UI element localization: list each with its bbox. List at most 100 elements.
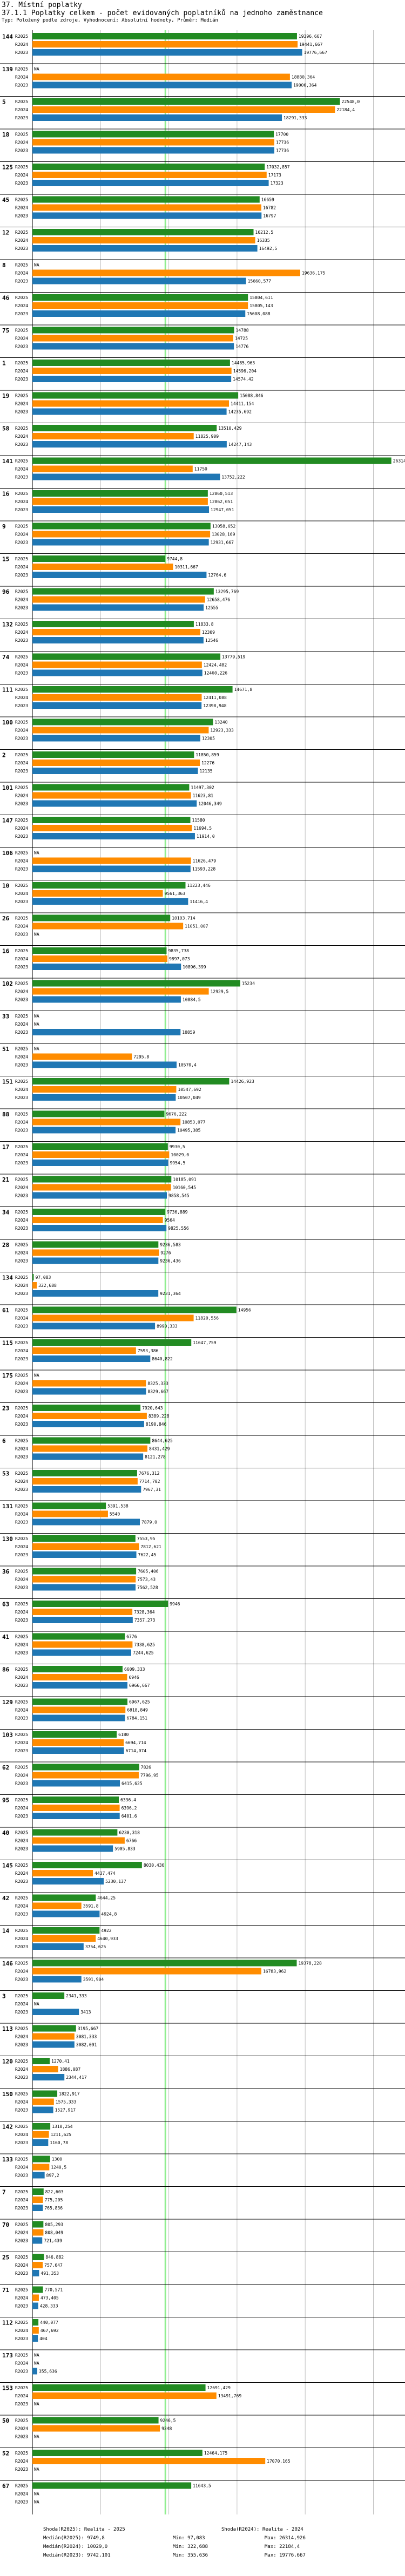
value-label: 17736 — [276, 140, 289, 145]
group-label: 19 — [2, 392, 9, 399]
bar-r2023 — [32, 604, 204, 611]
series-label: R2024 — [15, 2328, 28, 2333]
group-label: 144 — [2, 33, 13, 40]
bar-r2023 — [32, 1355, 151, 1362]
bar-r2023 — [32, 2368, 37, 2375]
series-label: R2024 — [15, 2100, 28, 2105]
value-label: 404 — [39, 2336, 48, 2341]
bar-r2025 — [32, 457, 392, 464]
group-label: 71 — [2, 2287, 10, 2294]
bar-r2025 — [32, 2319, 39, 2326]
value-label: 17700 — [275, 132, 288, 137]
group-label: 145 — [2, 1862, 13, 1869]
series-label: R2025 — [15, 948, 28, 953]
series-label: R2023 — [15, 2010, 28, 2015]
bar-r2023 — [32, 310, 246, 317]
bar-r2025 — [32, 1470, 137, 1476]
value-label: 721,439 — [44, 2239, 62, 2243]
value-label: 473,405 — [40, 2296, 59, 2301]
value-label: 16335 — [257, 238, 270, 243]
group-label: 103 — [2, 1732, 13, 1739]
bar-r2025 — [32, 1274, 34, 1280]
series-label: R2025 — [15, 2189, 28, 2194]
series-label: R2024 — [15, 1185, 28, 1190]
series-label: R2025 — [15, 655, 28, 660]
bar-r2025 — [32, 1437, 151, 1444]
bar-r2025 — [32, 425, 217, 431]
series-label: R2025 — [15, 1961, 28, 1966]
series-label: R2023 — [15, 769, 28, 774]
series-label: R2025 — [15, 2059, 28, 2064]
bar-r2025 — [32, 1633, 125, 1640]
bar-r2024 — [32, 955, 167, 962]
value-label: 11580 — [192, 818, 205, 823]
value-label: 16782 — [263, 206, 276, 211]
series-label: R2025 — [15, 1439, 28, 1443]
series-label: R2024 — [15, 1447, 28, 1452]
series-label: R2025 — [15, 2484, 28, 2489]
series-label: R2025 — [15, 426, 28, 431]
bar-r2023 — [32, 964, 181, 970]
value-label: 12862,051 — [210, 499, 233, 504]
bar-r2023 — [32, 898, 188, 905]
value-label: 9561,363 — [165, 891, 186, 896]
series-label: R2025 — [15, 1340, 28, 1345]
series-label: R2025 — [15, 2418, 28, 2423]
group-label: 28 — [2, 1242, 9, 1249]
group-label: 141 — [2, 458, 13, 465]
group-label: 142 — [2, 2124, 13, 2131]
series-label: R2025 — [15, 883, 28, 888]
series-label: R2025 — [15, 1896, 28, 1901]
na-label: NA — [34, 1014, 39, 1019]
bar-r2023 — [32, 702, 202, 709]
na-label: NA — [34, 2492, 39, 2497]
value-label: 97,083 — [35, 1275, 51, 1280]
value-label: 7328,364 — [134, 1610, 155, 1615]
value-label: 7676,312 — [139, 1471, 160, 1476]
series-label: R2023 — [15, 2043, 28, 2048]
value-label: 757,647 — [44, 2263, 63, 2268]
value-label: 13295,769 — [215, 589, 239, 594]
bar-r2025 — [32, 2155, 50, 2163]
series-label: R2024 — [15, 1643, 28, 1648]
bar-r2023 — [32, 1453, 144, 1460]
bar-r2024 — [32, 923, 184, 930]
group-label: 40 — [2, 1829, 9, 1836]
bar-r2025 — [32, 1143, 168, 1150]
value-label: 11820,556 — [195, 1316, 219, 1321]
bar-r2023 — [32, 1976, 82, 1983]
group-label: 112 — [2, 2320, 13, 2327]
value-label: 7338,625 — [134, 1643, 155, 1648]
value-label: 10884,5 — [183, 998, 201, 1002]
series-label: R2025 — [15, 1732, 28, 1737]
group-label: 131 — [2, 1503, 13, 1510]
group-label: 52 — [2, 2450, 9, 2457]
bar-r2024 — [32, 727, 209, 734]
series-label: R2024 — [15, 989, 28, 994]
value-label: 14725 — [235, 336, 248, 341]
na-label: NA — [34, 2467, 39, 2472]
legend-min-2023: Min: 355,636 — [173, 2553, 208, 2558]
bar-r2023 — [32, 669, 202, 676]
series-label: R2025 — [15, 2288, 28, 2293]
bar-r2023 — [32, 1682, 127, 1689]
bar-r2024 — [32, 139, 274, 146]
bar-r2024 — [32, 857, 191, 864]
bar-r2023 — [32, 1551, 137, 1558]
group-label: 16 — [2, 491, 10, 498]
legend-min-2025: Min: 97,083 — [173, 2536, 205, 2541]
bar-r2024 — [32, 792, 191, 799]
series-label: R2024 — [15, 1087, 28, 1092]
value-label: 355,636 — [39, 2369, 57, 2374]
bar-r2023 — [32, 2139, 49, 2146]
value-label: 15660,577 — [248, 279, 272, 284]
value-label: 12860,513 — [210, 491, 233, 496]
value-label: 4640,933 — [97, 1936, 118, 1941]
group-label: 14 — [2, 1928, 10, 1935]
group-label: 15 — [2, 556, 9, 563]
value-label: 10570,4 — [178, 1063, 197, 1068]
series-label: R2023 — [15, 2206, 28, 2211]
value-label: 8431,429 — [149, 1447, 170, 1452]
series-label: R2024 — [15, 1871, 28, 1876]
group-label: 100 — [2, 719, 13, 726]
